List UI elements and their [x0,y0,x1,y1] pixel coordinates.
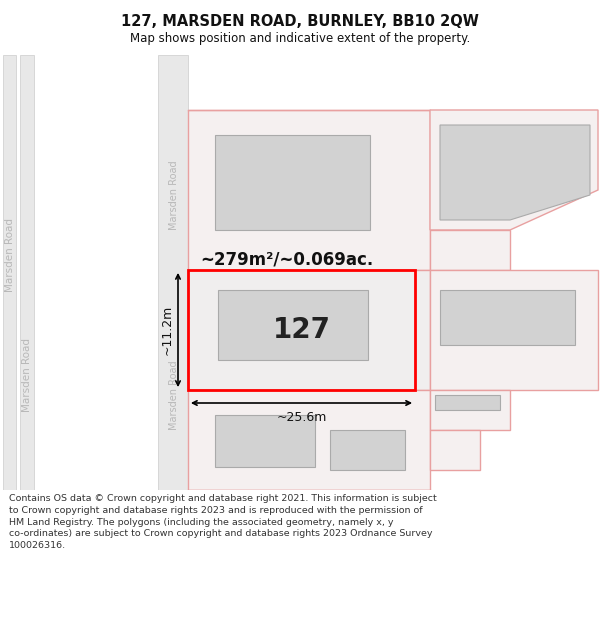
Bar [188,270,430,390]
Bar [3,55,16,490]
Polygon shape [430,390,510,430]
Text: Marsden Road: Marsden Road [169,160,179,230]
Bar [158,55,188,490]
Text: ~279m²/~0.069ac.: ~279m²/~0.069ac. [200,251,373,269]
Text: Marsden Road: Marsden Road [22,338,32,412]
Text: ~25.6m: ~25.6m [277,411,326,424]
Text: Marsden Road: Marsden Road [169,360,179,430]
Bar [20,55,34,490]
Text: Contains OS data © Crown copyright and database right 2021. This information is : Contains OS data © Crown copyright and d… [9,494,437,550]
Bar [435,395,500,410]
Bar [188,390,430,490]
Bar [188,270,415,390]
Text: Marsden Road: Marsden Road [5,218,15,292]
Bar [330,430,405,470]
Text: ~11.2m: ~11.2m [161,305,174,355]
Bar [188,110,430,270]
Text: 127: 127 [272,316,331,344]
Text: Map shows position and indicative extent of the property.: Map shows position and indicative extent… [130,32,470,45]
Bar [440,290,575,345]
Polygon shape [430,270,598,390]
Bar [215,135,370,230]
Polygon shape [440,125,590,220]
Polygon shape [430,110,598,230]
Polygon shape [430,430,480,470]
Text: 127, MARSDEN ROAD, BURNLEY, BB10 2QW: 127, MARSDEN ROAD, BURNLEY, BB10 2QW [121,14,479,29]
Bar [215,415,315,467]
Polygon shape [430,230,510,270]
Bar [218,290,368,360]
